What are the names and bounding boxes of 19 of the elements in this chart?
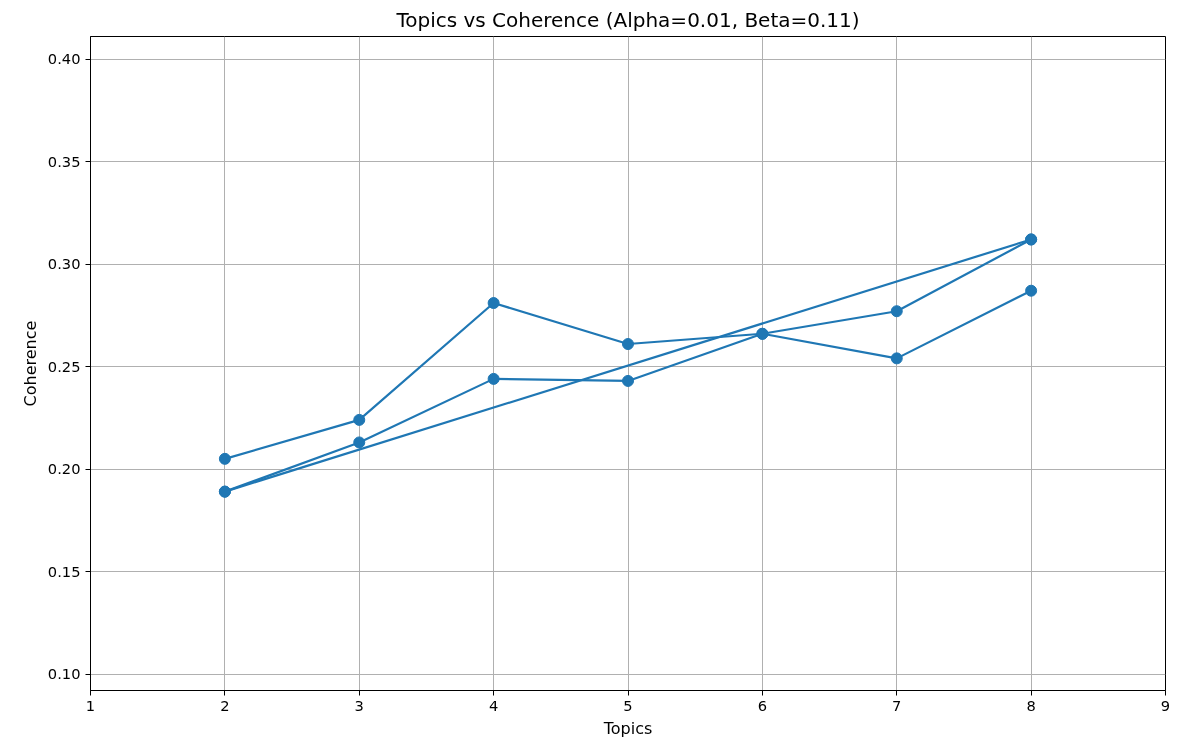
- x-tick-label: 9: [1160, 696, 1171, 714]
- y-tick-label: 0.25: [47, 357, 81, 375]
- x-tick-label: 6: [757, 696, 768, 714]
- x-tick-label: 5: [623, 696, 633, 714]
- x-tick-label: 7: [892, 696, 902, 714]
- x-tick-label: 1: [85, 696, 96, 714]
- x-tick-label: 3: [354, 696, 364, 714]
- y-tick-label: 0.30: [47, 255, 81, 273]
- y-tick-label: 0.15: [47, 562, 81, 580]
- y-tick-label: 0.40: [47, 50, 81, 68]
- y-axis-title: Coherence: [20, 320, 40, 407]
- y-tick-label: 0.20: [47, 460, 81, 478]
- y-tick-label: 0.35: [47, 152, 81, 170]
- x-tick-label: 4: [488, 696, 499, 714]
- chart-title: Topics vs Coherence (Alpha=0.01, Beta=0.11): [395, 7, 860, 32]
- x-axis-title: Topics: [602, 718, 653, 738]
- x-tick-label: 8: [1026, 696, 1036, 714]
- x-tick-label: 2: [220, 696, 230, 714]
- y-tick-label: 0.10: [47, 665, 81, 683]
